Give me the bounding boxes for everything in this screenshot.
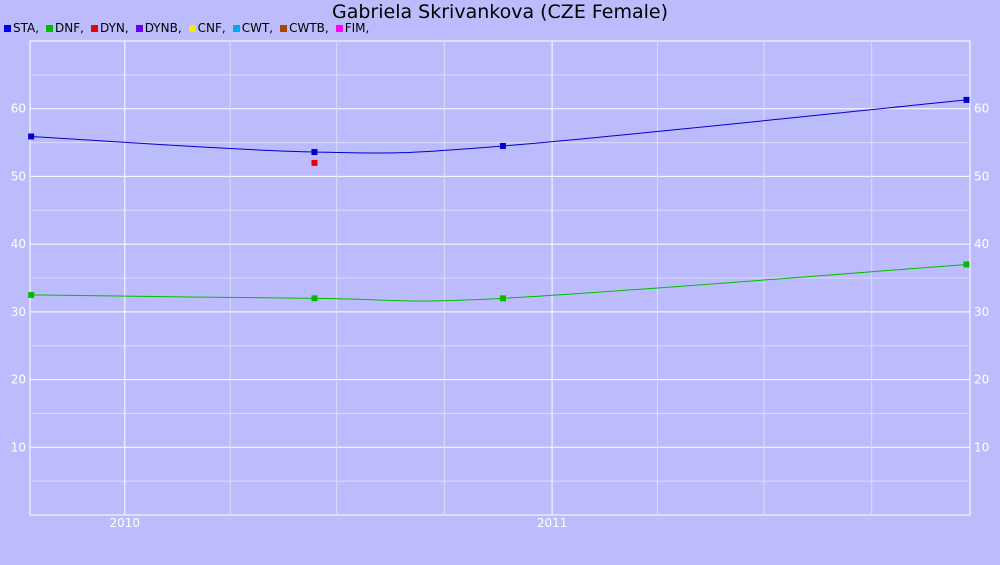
y-tick-label-left: 40 xyxy=(11,237,26,251)
legend-item-cnf: CNF, xyxy=(188,21,226,35)
legend-label: DYNB, xyxy=(144,21,182,35)
legend-label: STA, xyxy=(13,21,40,35)
x-tick-label: 2011 xyxy=(537,516,568,530)
legend-swatch xyxy=(280,24,288,32)
chart-title: Gabriela Skrivankova (CZE Female) xyxy=(332,1,668,23)
legend-item-dyn: DYN, xyxy=(90,21,129,35)
legend-swatch xyxy=(188,24,196,32)
legend-item-cwtb: CWTB, xyxy=(280,21,329,35)
y-tick-label-right: 50 xyxy=(974,169,989,183)
data-point-sta xyxy=(499,142,506,149)
data-point-dnf xyxy=(28,291,35,298)
y-tick-label-left: 30 xyxy=(11,305,26,319)
data-point-dyn xyxy=(311,159,318,166)
y-tick-label-left: 60 xyxy=(11,102,26,116)
legend-item-dnf: DNF, xyxy=(46,21,84,35)
x-tick-label: 2010 xyxy=(110,516,141,530)
legend-swatch xyxy=(232,24,240,32)
data-point-dnf xyxy=(499,295,506,302)
y-tick-label-left: 50 xyxy=(11,169,26,183)
data-point-sta xyxy=(963,96,970,103)
legend: STA, DNF, DYN, DYNB, CNF, CWT, CWTB, FIM, xyxy=(4,21,376,35)
data-point-dnf xyxy=(963,261,970,268)
legend-swatch xyxy=(335,24,343,32)
data-point-dnf xyxy=(311,295,318,302)
legend-item-dynb: DYNB, xyxy=(135,21,182,35)
legend-item-fim: FIM, xyxy=(335,21,370,35)
y-tick-label-right: 20 xyxy=(974,373,989,387)
y-tick-label-left: 20 xyxy=(11,373,26,387)
y-tick-label-left: 10 xyxy=(11,440,26,454)
legend-label: FIM, xyxy=(344,21,370,35)
y-tick-label-right: 60 xyxy=(974,102,989,116)
legend-label: DNF, xyxy=(55,21,84,35)
legend-item-sta: STA, xyxy=(4,21,39,35)
legend-label: CWTB, xyxy=(289,21,329,35)
y-tick-label-right: 30 xyxy=(974,305,989,319)
legend-swatch xyxy=(46,24,54,32)
legend-item-cwt: CWT, xyxy=(232,21,274,35)
legend-label: CNF, xyxy=(197,21,226,35)
y-tick-label-right: 40 xyxy=(974,237,989,251)
series-line-sta xyxy=(31,99,967,154)
data-point-sta xyxy=(311,149,318,156)
legend-swatch xyxy=(90,24,98,32)
legend-label: DYN, xyxy=(99,21,129,35)
legend-label: CWT, xyxy=(241,21,274,35)
series-line-dnf xyxy=(31,263,967,302)
data-point-sta xyxy=(28,133,35,140)
legend-swatch xyxy=(135,24,143,32)
legend-swatch xyxy=(4,24,11,32)
y-tick-label-right: 10 xyxy=(974,440,989,454)
